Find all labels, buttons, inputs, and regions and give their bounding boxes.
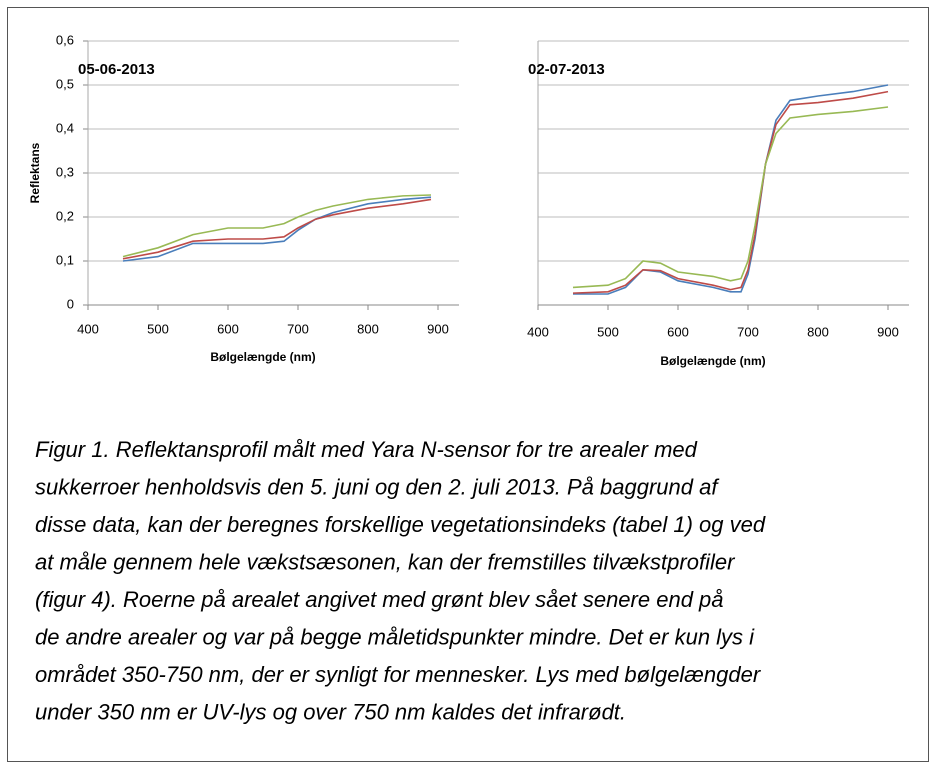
- y-tick-label: 0,2: [56, 208, 74, 223]
- x-tick-label: 600: [667, 324, 689, 339]
- y-tick-label: 0,5: [56, 76, 74, 91]
- x-tick-label: 900: [427, 321, 449, 336]
- x-tick-label: 800: [357, 321, 379, 336]
- series-line: [122, 198, 432, 260]
- x-tick-label: 600: [217, 321, 239, 336]
- caption-line: de andre arealer og var på begge måletid…: [35, 624, 755, 649]
- y-tick-label: 0: [67, 296, 74, 311]
- frame: [7, 7, 929, 762]
- series-line: [572, 106, 889, 289]
- x-tick-label: 800: [807, 324, 829, 339]
- caption-line: under 350 nm er UV-lys og over 750 nm ka…: [35, 699, 626, 724]
- series-line: [122, 194, 432, 258]
- series-line: [573, 84, 889, 295]
- x-axis-label: Bølgelængde (nm): [210, 350, 315, 364]
- x-tick-label: 900: [877, 324, 899, 339]
- chart-title: 05-06-2013: [78, 61, 155, 78]
- caption-line: (figur 4). Roerne på arealet angivet med…: [35, 587, 724, 612]
- y-tick-label: 0,6: [56, 32, 74, 47]
- x-tick-label: 400: [77, 321, 99, 336]
- caption-line: at måle gennem hele vækstsæsonen, kan de…: [35, 549, 736, 574]
- x-tick-label: 500: [597, 324, 619, 339]
- y-tick-label: 0,4: [56, 120, 74, 135]
- caption-line: disse data, kan der beregnes forskellige…: [35, 512, 766, 537]
- caption-line: Figur 1. Reflektansprofil målt med Yara …: [35, 437, 698, 462]
- chart-title: 02-07-2013: [528, 61, 605, 78]
- x-tick-label: 500: [147, 321, 169, 336]
- x-tick-label: 400: [527, 324, 549, 339]
- series-line: [572, 90, 889, 294]
- x-tick-label: 700: [737, 324, 759, 339]
- y-tick-label: 0,3: [56, 164, 74, 179]
- x-axis-label: Bølgelængde (nm): [660, 354, 765, 368]
- series-line: [122, 196, 432, 262]
- y-tick-label: 0,1: [56, 252, 74, 267]
- caption-line: sukkerroer henholdsvis den 5. juni og de…: [35, 474, 720, 499]
- x-tick-label: 700: [287, 321, 309, 336]
- y-axis-label: Reflektans: [28, 142, 42, 203]
- caption-line: området 350-750 nm, der er synligt for m…: [35, 662, 762, 687]
